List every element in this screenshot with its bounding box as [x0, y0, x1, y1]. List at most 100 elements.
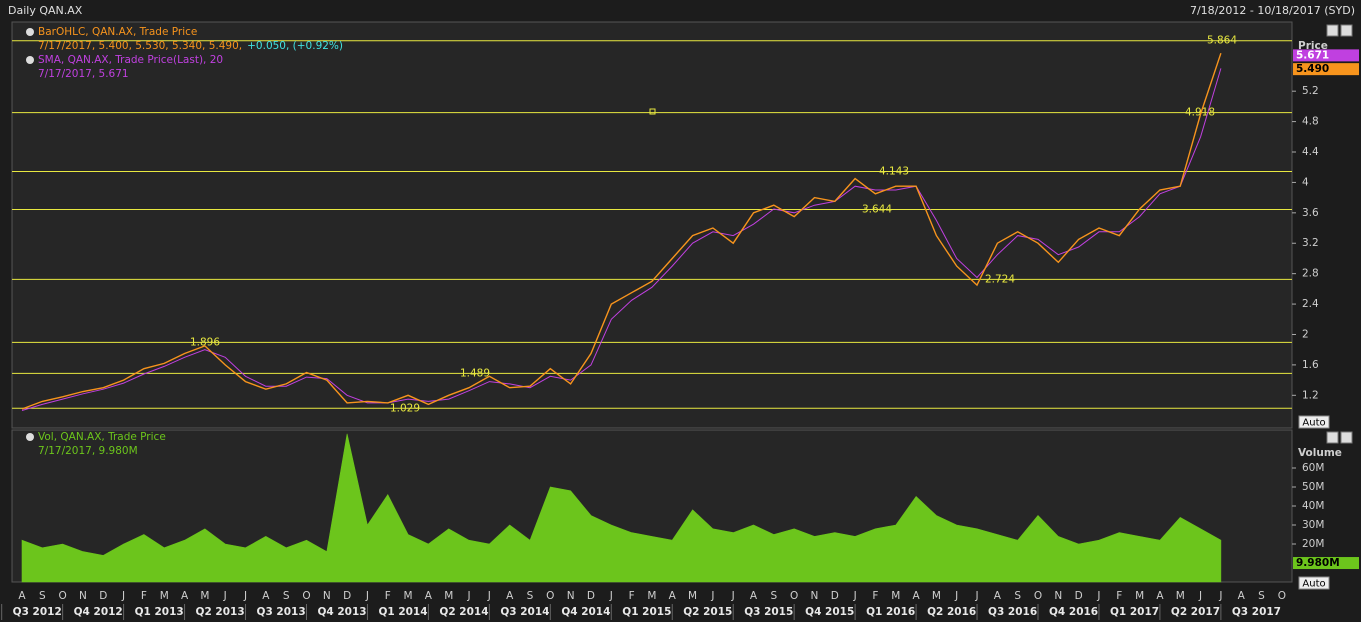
x-tick-label: M	[444, 590, 453, 602]
quarter-label: Q1 2015	[622, 606, 671, 618]
quarter-label: Q2 2014	[439, 606, 488, 618]
quarter-label: Q4 2012	[74, 606, 123, 618]
quarter-label: Q1 2014	[378, 606, 427, 618]
quarter-label: Q2 2013	[196, 606, 245, 618]
last-tag	[1293, 63, 1359, 76]
quarter-label: Q4 2013	[317, 606, 366, 618]
x-tick-label: A	[1238, 590, 1246, 602]
x-tick-label: S	[1258, 590, 1265, 602]
y-tick-label: 2.4	[1302, 298, 1319, 310]
auto-button[interactable]	[1298, 576, 1330, 590]
x-tick-label: M	[688, 590, 697, 602]
x-tick-label: N	[79, 590, 87, 602]
x-tick-label: D	[587, 590, 595, 602]
volume-area	[21, 433, 1222, 583]
quarter-label: Q4 2016	[1049, 606, 1098, 618]
x-tick-label: J	[1218, 590, 1222, 602]
legend-change: +0.050, (+0.92%)	[247, 40, 343, 52]
x-tick-label: O	[790, 590, 798, 602]
y-tick-label: 4.8	[1302, 116, 1319, 128]
x-tick-label: A	[425, 590, 433, 602]
x-tick-label: A	[1156, 590, 1164, 602]
y-tick-label: 1.2	[1302, 389, 1319, 401]
x-tick-label: D	[831, 590, 839, 602]
quarter-label: Q2 2015	[683, 606, 732, 618]
level-label: 4.918	[1185, 107, 1215, 119]
last-tag-label: 5.671	[1296, 49, 1329, 61]
y-tick-label: 30M	[1302, 519, 1324, 531]
level-label: 5.864	[1207, 35, 1237, 47]
auto-button-label: Auto	[1302, 418, 1325, 429]
x-tick-label: M	[1135, 590, 1144, 602]
legend-entry: SMA, QAN.AX, Trade Price(Last), 20	[38, 54, 223, 66]
x-tick-label: J	[954, 590, 958, 602]
auto-button[interactable]	[1298, 415, 1330, 429]
last-tag	[1293, 49, 1359, 62]
quarter-label: Q3 2015	[744, 606, 793, 618]
x-tick-label: J	[710, 590, 714, 602]
x-tick-label: J	[853, 590, 857, 602]
panel-button[interactable]	[1340, 24, 1353, 37]
panel-button[interactable]	[1340, 431, 1353, 444]
quarter-label: Q4 2014	[561, 606, 610, 618]
x-tick-label: O	[1034, 590, 1042, 602]
x-tick-label: F	[385, 590, 391, 602]
x-tick-label: J	[121, 590, 125, 602]
y-tick-label: 40M	[1302, 500, 1324, 512]
legend-info: 7/17/2017, 5.671	[38, 68, 129, 80]
y-tick-label: 4.4	[1302, 146, 1319, 158]
panel-button[interactable]	[1326, 431, 1339, 444]
level-label: 1.896	[190, 336, 220, 348]
x-tick-label: J	[1096, 590, 1100, 602]
x-tick-label: O	[546, 590, 554, 602]
x-tick-label: J	[731, 590, 735, 602]
x-tick-label: M	[647, 590, 656, 602]
y-tick-label: 20M	[1302, 538, 1324, 550]
x-tick-label: S	[527, 590, 534, 602]
legend-entry: BarOHLC, QAN.AX, Trade Price	[38, 26, 197, 38]
x-tick-label: J	[974, 590, 978, 602]
x-tick-label: D	[1075, 590, 1083, 602]
x-tick-label: O	[302, 590, 310, 602]
x-tick-label: S	[771, 590, 778, 602]
x-tick-label: D	[99, 590, 107, 602]
date-range: 7/18/2012 - 10/18/2017 (SYD)	[1190, 4, 1355, 17]
legend-entry: Vol, QAN.AX, Trade Price	[38, 431, 166, 443]
x-tick-label: S	[1014, 590, 1021, 602]
x-tick-label: A	[506, 590, 514, 602]
quarter-label: Q3 2013	[257, 606, 306, 618]
x-tick-label: S	[39, 590, 46, 602]
last-tag-label: 5.490	[1296, 63, 1329, 75]
y-axis-title: Volume	[1298, 447, 1342, 459]
x-tick-label: F	[872, 590, 878, 602]
x-tick-label: J	[365, 590, 369, 602]
quarter-label: Q2 2017	[1171, 606, 1220, 618]
x-tick-label: D	[343, 590, 351, 602]
x-tick-label: S	[283, 590, 290, 602]
y-tick-label: 50M	[1302, 481, 1324, 493]
panel-button[interactable]	[1326, 24, 1339, 37]
x-axis-band	[0, 584, 1361, 622]
x-tick-label: M	[404, 590, 413, 602]
x-tick-label: N	[323, 590, 331, 602]
level-label: 1.489	[460, 367, 490, 379]
x-tick-label: N	[1054, 590, 1062, 602]
quarter-label: Q3 2014	[500, 606, 549, 618]
legend-icon	[26, 433, 34, 441]
x-tick-label: F	[1116, 590, 1122, 602]
x-tick-label: J	[1198, 590, 1202, 602]
x-tick-label: A	[181, 590, 189, 602]
x-tick-label: J	[466, 590, 470, 602]
price-panel	[11, 21, 1293, 429]
level-label: 3.644	[862, 203, 892, 215]
legend-info: 7/17/2017, 5.400, 5.530, 5.340, 5.490,	[38, 40, 242, 52]
quarter-label: Q4 2015	[805, 606, 854, 618]
x-tick-label: F	[629, 590, 635, 602]
x-tick-label: J	[243, 590, 247, 602]
x-tick-label: J	[609, 590, 613, 602]
x-tick-label: M	[160, 590, 169, 602]
x-tick-label: M	[1176, 590, 1185, 602]
x-tick-label: N	[811, 590, 819, 602]
y-tick-label: 60M	[1302, 462, 1324, 474]
last-tag	[1293, 557, 1359, 570]
